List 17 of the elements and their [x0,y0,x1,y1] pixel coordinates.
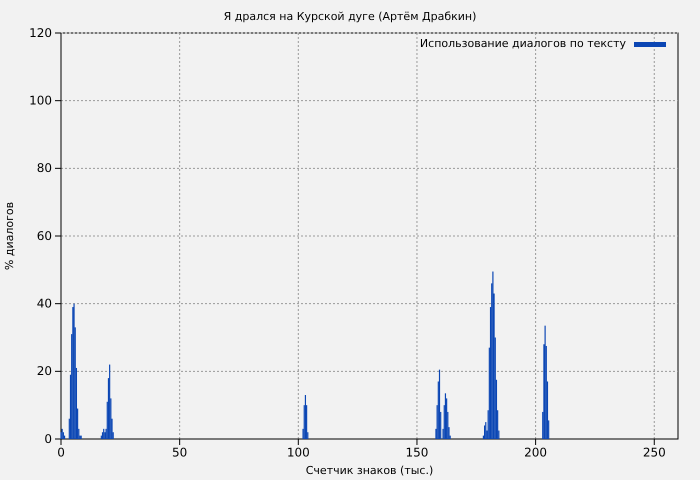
x-axis-title: Счетчик знаков (тыс.) [306,464,434,477]
y-tick-label: 0 [44,432,52,446]
y-tick-label: 80 [36,161,52,176]
x-tick-label: 150 [406,446,428,460]
x-tick-label: 200 [524,446,548,460]
y-tick-label: 60 [36,228,52,243]
legend-label: Использование диалогов по тексту [420,37,626,50]
x-tick-label: 50 [172,446,188,460]
y-tick-label: 120 [29,26,52,40]
y-tick-label: 20 [36,364,52,378]
y-axis-title: % диалогов [3,202,16,270]
y-tick-label: 100 [29,94,52,108]
chart-title: Я дрался на Курской дуге (Артём Драбкин) [224,10,476,23]
y-tick-label: 40 [36,296,52,311]
x-tick-label: 0 [57,446,65,460]
x-tick-label: 100 [286,446,310,460]
x-tick-label: 250 [642,446,666,460]
